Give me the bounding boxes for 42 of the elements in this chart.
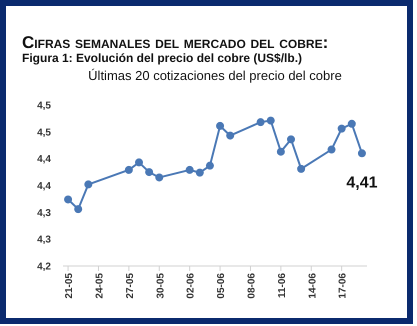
annotation: 4,41 [346, 174, 378, 192]
point [84, 180, 92, 188]
point [348, 120, 356, 128]
point [196, 168, 204, 177]
x-tick-label: 30-05 [155, 272, 166, 299]
y-tick-label: 4,4 [37, 181, 52, 192]
point [266, 116, 275, 125]
point [328, 146, 336, 154]
point [74, 205, 82, 214]
x-tick-label: 27-05 [124, 272, 136, 299]
point [358, 149, 366, 158]
point [64, 195, 72, 204]
point [338, 124, 346, 133]
x-tick-label: 02-06 [186, 272, 197, 299]
point [145, 168, 154, 176]
x-tick-label: 05-06 [216, 272, 228, 299]
point [135, 158, 143, 166]
y-tick-label: 4,4 [37, 154, 52, 166]
y-tick-label: 4,5 [37, 100, 52, 112]
point [256, 118, 265, 126]
x-tick-label: 24-05 [94, 272, 106, 299]
x-tick-label: 14-06 [307, 272, 318, 299]
y-tick-label: 4,3 [37, 208, 52, 219]
point [216, 122, 224, 130]
x-tick-label: 17-06 [338, 272, 349, 299]
x-tick-label: 11-06 [276, 272, 288, 298]
point [297, 164, 306, 173]
y-tick-label: 4,2 [37, 262, 52, 272]
point [124, 166, 133, 174]
y-tick-label: 4,3 [37, 234, 52, 246]
point [186, 166, 194, 174]
point [206, 162, 214, 170]
y-tick-label: 4,5 [37, 127, 52, 138]
chart-title: Cifras semanales del mercado del cobre: [22, 33, 328, 52]
x-tick-label: 08-06 [246, 272, 258, 299]
point [226, 132, 234, 140]
text: Últimas 20 cotizaciones del precio del cobre [88, 68, 342, 83]
point [287, 135, 295, 144]
point [155, 173, 164, 182]
x-tick-label: 21-05 [64, 272, 76, 299]
point [276, 148, 285, 156]
chart-subtitle: Figura 1: Evolución del precio del cobre (US$/lb.) [22, 51, 302, 65]
